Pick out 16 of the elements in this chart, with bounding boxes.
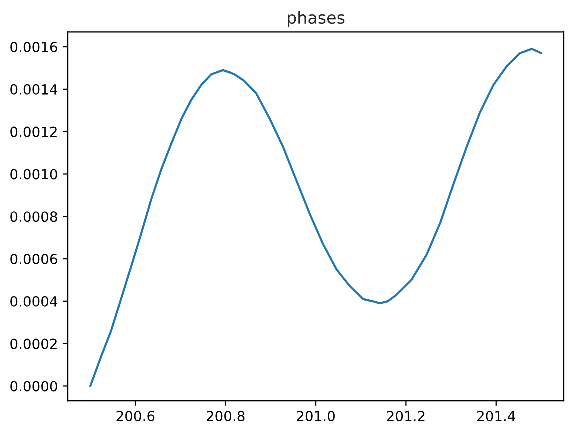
y-tick-label: 0.0014 [10, 84, 58, 95]
y-tick-label: 0.0006 [10, 254, 58, 265]
x-tick-label: 201.2 [387, 411, 425, 422]
y-tick-label: 0.0008 [10, 212, 58, 222]
line-series [90, 48, 543, 388]
x-tick-label: 200.6 [116, 411, 155, 422]
y-tick-label: 0.0012 [10, 126, 57, 138]
x-tick-label: 200.8 [206, 411, 245, 422]
y-tick-label: 0.0004 [10, 296, 58, 307]
y-tick-label: 0.0010 [10, 169, 58, 180]
chart-title: phases [288, 11, 345, 28]
x-tick-label: 201.0 [297, 411, 335, 422]
y-tick-label: 0.0016 [10, 42, 58, 53]
x-tick-label: 201.4 [478, 411, 516, 422]
y-tick-label: 0.0000 [10, 381, 58, 392]
y-tick-label: 0.0002 [10, 338, 57, 350]
